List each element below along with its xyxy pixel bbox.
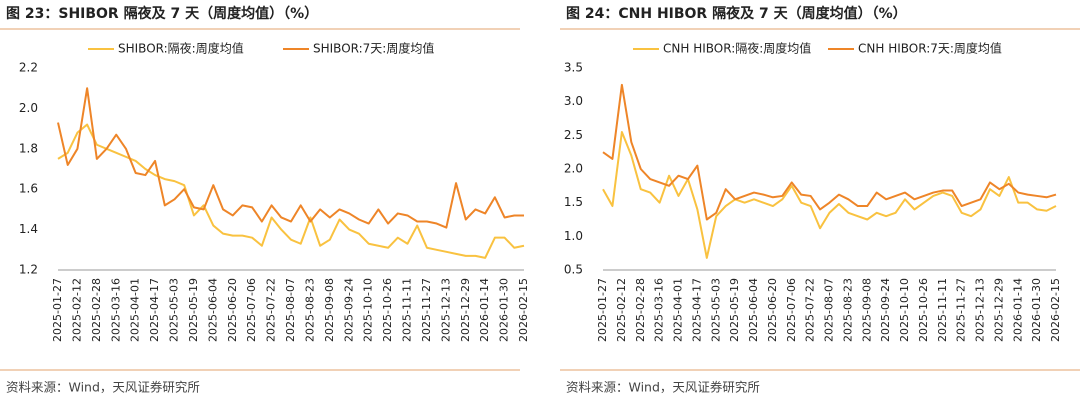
chart-title: 图 23：SHIBOR 隔夜及 7 天（周度均值）（%）: [6, 5, 318, 22]
x-tick-label: 2025-07-06: [785, 278, 798, 342]
x-tick-label: 2026-01-30: [498, 278, 511, 342]
x-tick-label: 2025-09-24: [879, 278, 892, 342]
y-tick-label: 2.2: [19, 61, 38, 75]
y-tick-label: 1.5: [564, 195, 583, 209]
x-tick-label: 2025-06-04: [747, 278, 760, 342]
x-tick-label: 2025-11-27: [955, 278, 968, 342]
x-tick-label: 2025-09-24: [342, 278, 355, 342]
x-tick-label: 2025-11-11: [401, 278, 414, 342]
legend-label: SHIBOR:隔夜:周度均值: [118, 41, 244, 56]
x-tick-label: 2025-05-19: [728, 278, 741, 342]
x-tick-label: 2025-11-11: [936, 278, 949, 342]
x-tick-label: 2025-12-29: [992, 278, 1005, 342]
x-tick-label: 2025-03-16: [653, 278, 666, 342]
x-tick-label: 2025-03-16: [109, 278, 122, 342]
x-tick-label: 2025-12-13: [439, 278, 452, 342]
x-tick-label: 2025-12-29: [459, 278, 472, 342]
x-tick-label: 2025-04-17: [148, 278, 161, 342]
chart-title: 图 24：CNH HIBOR 隔夜及 7 天（周度均值）（%）: [566, 5, 907, 22]
y-tick-label: 1.6: [19, 182, 38, 196]
x-tick-label: 2025-10-26: [917, 278, 930, 342]
y-tick-label: 2.0: [19, 101, 38, 115]
x-tick-label: 2025-10-26: [381, 278, 394, 342]
x-tick-label: 2025-06-20: [226, 278, 239, 342]
x-tick-label: 2025-07-22: [804, 278, 817, 342]
x-tick-label: 2025-05-03: [709, 278, 722, 342]
line-series: [602, 83, 1057, 221]
x-tick-label: 2025-06-04: [206, 278, 219, 342]
x-tick-label: 2025-04-01: [672, 278, 685, 342]
line-series: [602, 130, 1057, 259]
x-tick-label: 2025-10-10: [362, 278, 375, 342]
x-tick-label: 2025-01-27: [51, 278, 64, 342]
x-tick-label: 2025-08-23: [841, 278, 854, 342]
x-tick-label: 2026-01-14: [1011, 278, 1024, 342]
x-tick-label: 2026-01-30: [1030, 278, 1043, 342]
x-tick-label: 2025-05-19: [187, 278, 200, 342]
legend-label: CNH HIBOR:7天:周度均值: [858, 41, 1002, 56]
source: 资料来源：Wind，天风证券研究所: [6, 380, 200, 395]
y-tick-label: 1.4: [19, 222, 38, 236]
y-tick-label: 2.0: [564, 162, 583, 176]
x-tick-label: 2026-02-15: [1049, 278, 1062, 342]
x-tick-label: 2025-02-12: [615, 278, 628, 342]
x-tick-label: 2025-02-28: [90, 278, 103, 342]
y-tick-label: 0.5: [564, 263, 583, 277]
x-tick-label: 2026-02-15: [517, 278, 530, 342]
line-series: [57, 87, 524, 229]
y-tick-label: 3.0: [564, 94, 583, 108]
x-tick-label: 2025-02-28: [634, 278, 647, 342]
legend-label: CNH HIBOR:隔夜:周度均值: [663, 41, 811, 56]
y-tick-label: 2.5: [564, 128, 583, 142]
x-tick-label: 2025-07-06: [245, 278, 258, 342]
line-series: [57, 123, 525, 259]
y-tick-label: 1.8: [19, 141, 38, 155]
x-tick-label: 2025-07-22: [265, 278, 278, 342]
x-tick-label: 2025-04-17: [690, 278, 703, 342]
x-tick-label: 2025-11-27: [420, 278, 433, 342]
x-tick-label: 2025-01-27: [596, 278, 609, 342]
y-tick-label: 1.2: [19, 263, 38, 277]
x-tick-label: 2025-04-01: [129, 278, 142, 342]
x-tick-label: 2025-05-03: [168, 278, 181, 342]
x-tick-label: 2025-10-10: [898, 278, 911, 342]
x-tick-label: 2025-12-13: [974, 278, 987, 342]
x-tick-label: 2025-08-07: [284, 278, 297, 342]
legend-label: SHIBOR:7天:周度均值: [313, 41, 434, 56]
x-tick-label: 2025-08-07: [823, 278, 836, 342]
x-tick-label: 2025-06-20: [766, 278, 779, 342]
x-tick-label: 2025-08-23: [303, 278, 316, 342]
y-tick-label: 3.5: [564, 61, 583, 75]
x-tick-label: 2025-02-12: [70, 278, 83, 342]
x-tick-label: 2025-09-08: [860, 278, 873, 342]
x-tick-label: 2026-01-14: [478, 278, 491, 342]
x-tick-label: 2025-09-08: [323, 278, 336, 342]
source: 资料来源：Wind，天风证券研究所: [566, 380, 760, 395]
y-tick-label: 1.0: [564, 229, 583, 243]
